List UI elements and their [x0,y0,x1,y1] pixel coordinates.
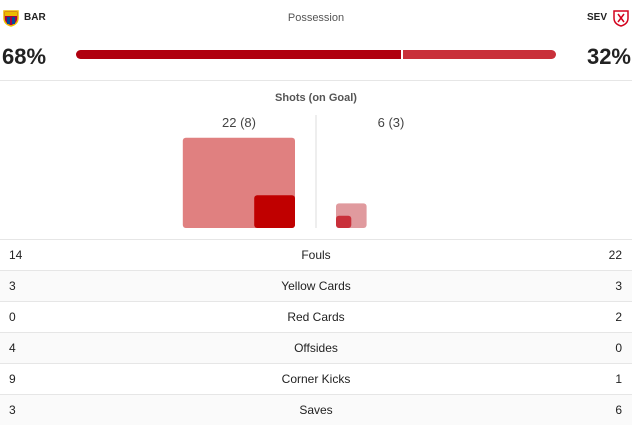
away-team: SEV [586,12,607,23]
stat-label: Fouls [301,248,331,262]
on-goal-box [336,215,352,228]
home-value: 3 [9,279,16,293]
stat-label: Saves [299,403,333,417]
stat-row: 3 Yellow Cards 3 [0,270,632,301]
home-value: 3 [9,403,16,417]
away-possession: 32% [586,44,631,69]
away-logo [613,10,629,27]
stat-row: 0 Red Cards 2 [0,301,632,332]
away-shots: 6 (3) [377,115,405,130]
home-value: 9 [9,372,16,386]
away-value: 22 [608,248,622,262]
home-team: BAR [24,12,46,23]
stat-row: 9 Corner Kicks 1 [0,363,632,394]
possession-bar [76,50,556,59]
away-possession-bar [403,50,556,59]
away-value: 1 [615,372,622,386]
home-value: 4 [9,341,16,355]
shots-title: Shots (on Goal) [275,92,357,104]
home-value: 0 [9,310,16,324]
stat-label: Corner Kicks [281,372,351,386]
stat-row: 4 Offsides 0 [0,332,632,363]
stat-label: Red Cards [287,310,345,324]
separator [0,80,632,81]
possession-title: Possession [287,12,345,24]
away-value: 0 [615,341,622,355]
stat-row: 3 Saves 6 [0,394,632,425]
home-value: 14 [9,248,23,262]
home-logo [3,10,19,27]
on-goal-box [254,195,295,228]
home-possession-bar [76,50,402,59]
home-shots: 22 (8) [222,115,256,130]
stat-row: 14 Fouls 22 [0,239,632,270]
stat-label: Offsides [294,341,338,355]
away-value: 3 [615,279,622,293]
stat-label: Yellow Cards [281,279,351,293]
shots-chart [182,115,367,228]
away-value: 6 [615,403,622,417]
home-possession: 68% [2,44,47,69]
away-value: 2 [615,310,622,324]
